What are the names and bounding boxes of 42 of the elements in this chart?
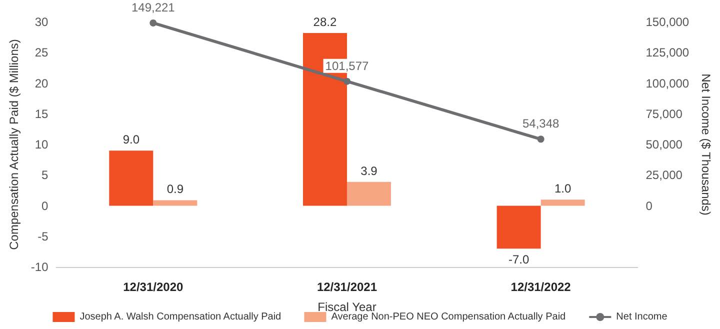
y2-tick-label: 0 [646, 198, 653, 213]
data-label: 149,221 [131, 0, 176, 14]
y2-tick-label: 75,000 [646, 106, 683, 121]
point [537, 136, 544, 143]
y-tick-label: 25 [34, 46, 49, 60]
x-tick-label: 12/31/2021 [316, 280, 378, 294]
data-label: 28.2 [313, 15, 337, 30]
data-label: 101,577 [325, 58, 369, 73]
data-label: 3.9 [360, 164, 378, 178]
data-label: 1.0 [554, 182, 572, 196]
bar [346, 182, 391, 206]
legend-label: Average Non-PEO NEO Compensation Actually Paid [331, 312, 566, 322]
data-label: -7.0 [508, 252, 530, 267]
y2-tick-label: 100,000 [646, 76, 690, 90]
data-label: 54,348 [522, 116, 560, 131]
bar [153, 200, 198, 206]
y-tick-label: 20 [34, 76, 49, 90]
y-tick-label: 0 [42, 198, 49, 213]
bar [109, 150, 154, 206]
y-tick-label: 15 [34, 106, 49, 121]
y2-tick-label: 50,000 [646, 138, 683, 152]
y2-tick-label: 125,000 [646, 46, 690, 60]
y-tick-label: 5 [42, 168, 49, 182]
data-label: 0.9 [166, 182, 184, 196]
y-tick-label: 10 [34, 138, 49, 152]
x-tick-label: 12/31/2022 [510, 280, 572, 294]
y-tick-label: -10 [30, 260, 49, 274]
y-axis-title: Compensation Actually Paid ($ Millions) [7, 39, 21, 250]
y2-axis-title: Net Income ($ Thousands) [699, 74, 713, 216]
y-tick-label: 30 [34, 15, 49, 29]
y-tick-label: -5 [38, 229, 49, 244]
bar [540, 200, 585, 206]
point [150, 19, 157, 26]
y2-tick-label: 25,000 [646, 168, 683, 182]
bar [496, 206, 541, 249]
legend-label: Net Income [616, 312, 668, 322]
x-tick-label: 12/31/2020 [123, 280, 184, 294]
legend-label: Joseph A. Walsh Compensation Actually Paid [80, 312, 282, 322]
x-axis-title: Fiscal Year [318, 300, 376, 314]
y2-tick-label: 150,000 [646, 15, 690, 29]
point [343, 78, 350, 85]
data-label: 9.0 [122, 132, 140, 147]
